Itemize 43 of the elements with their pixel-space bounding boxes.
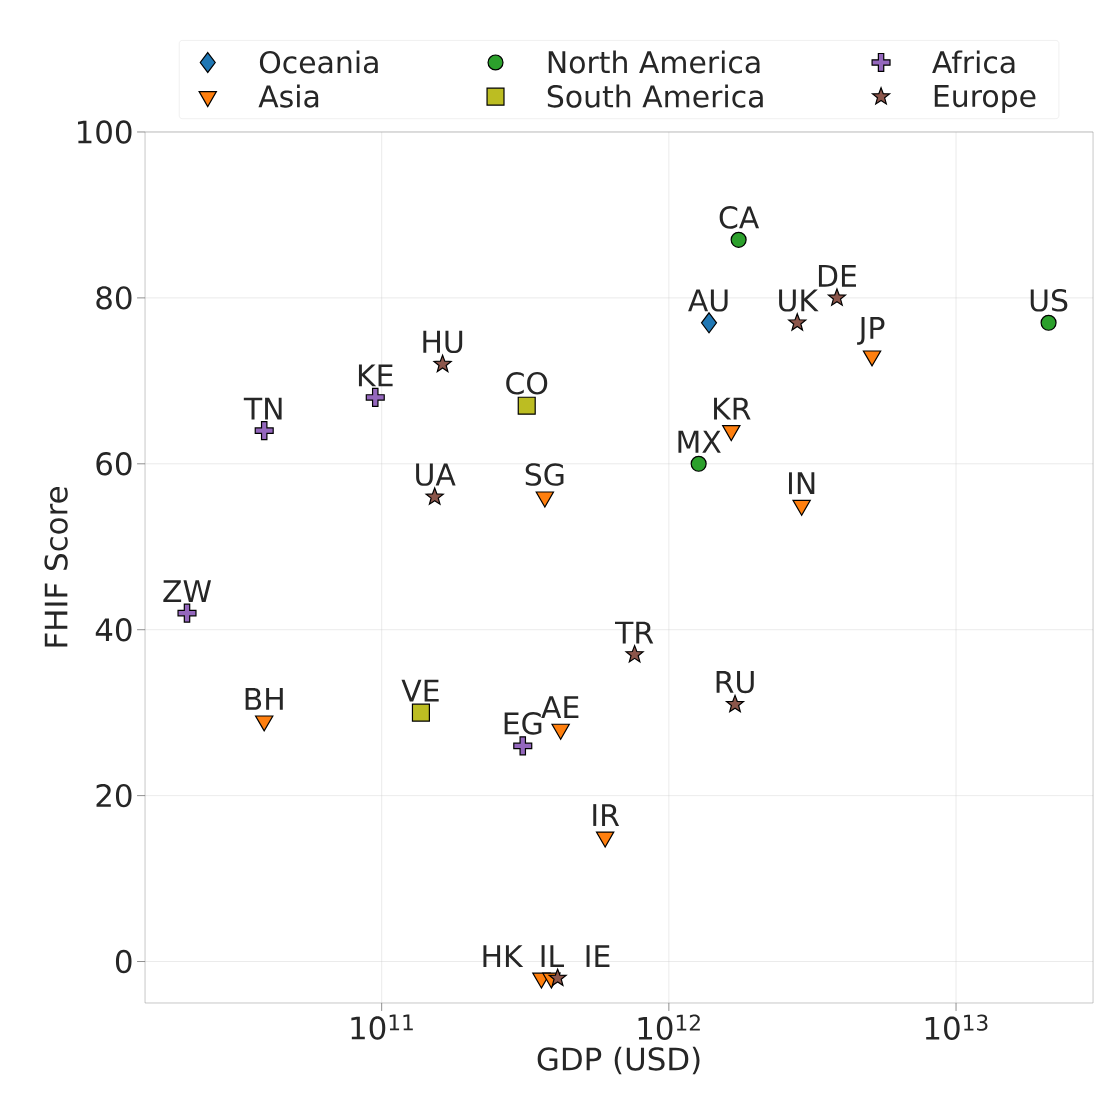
annotation: CO	[506, 371, 548, 395]
y-tick-label: 80	[96, 286, 132, 310]
annotation: IL	[541, 945, 564, 967]
annotation: UA	[416, 463, 456, 486]
annotation: IE	[586, 945, 610, 967]
annotation: ZW	[163, 580, 212, 602]
y-tick-label: 100	[78, 120, 132, 144]
x-tick-label: 10$^{13}$	[925, 1014, 988, 1040]
annotation: IN	[789, 472, 815, 495]
x-axis-title: GDP (USD)	[537, 1046, 700, 1075]
annotation: JP	[857, 317, 885, 345]
annotation: UK	[779, 289, 819, 312]
annotation: KR	[714, 397, 751, 420]
x-tick-label: 10$^{11}$	[351, 1014, 413, 1040]
annotation: BH	[245, 688, 283, 710]
annotation: SG	[525, 463, 564, 486]
legend-label: Africa	[932, 50, 1015, 74]
annotation: TN	[243, 397, 282, 420]
legend-label: Asia	[258, 84, 319, 108]
annotation: AU	[688, 289, 728, 312]
legend-label: North America	[548, 50, 760, 74]
legend-label: Europe	[934, 85, 1036, 114]
y-tick-label: 0	[115, 949, 132, 974]
annotation: TR	[615, 621, 654, 644]
annotation: CA	[719, 206, 760, 229]
annotation: EG	[504, 712, 542, 735]
y-tick-label: 20	[96, 783, 132, 808]
annotation: VE	[401, 679, 439, 702]
annotation: HU	[423, 330, 463, 354]
annotation: DE	[818, 264, 856, 287]
y-tick-label: 60	[96, 452, 132, 476]
annotation: US	[1030, 289, 1068, 312]
annotation: MX	[678, 430, 721, 453]
annotation: RU	[716, 670, 754, 694]
y-axis-title: FHIF Score	[44, 487, 68, 647]
annotation: IR	[593, 804, 620, 826]
annotation: AE	[541, 696, 579, 719]
y-tick-label: 40	[95, 618, 132, 642]
annotation: HK	[483, 945, 524, 967]
x-tick-label: 10$^{12}$	[638, 1014, 700, 1040]
legend-label: Oceania	[259, 50, 378, 74]
annotation: KE	[358, 364, 393, 387]
legend-label: South America	[547, 84, 763, 108]
